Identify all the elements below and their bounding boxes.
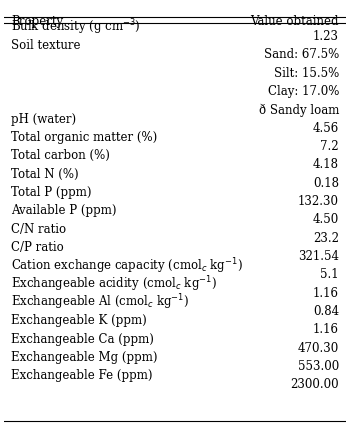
Text: 2300.00: 2300.00 xyxy=(290,378,339,391)
Text: 1.16: 1.16 xyxy=(313,287,339,300)
Text: 470.30: 470.30 xyxy=(298,342,339,355)
Text: Sand: 67.5%: Sand: 67.5% xyxy=(264,48,339,61)
Text: Value obtained: Value obtained xyxy=(251,15,339,28)
Text: Bulk density (g cm$^{-3}$): Bulk density (g cm$^{-3}$) xyxy=(11,18,141,37)
Text: Exchangeable acidity (cmol$_c$ kg$^{-1}$): Exchangeable acidity (cmol$_c$ kg$^{-1}$… xyxy=(11,274,217,294)
Text: Cation exchange capacity (cmol$_c$ kg$^{-1}$): Cation exchange capacity (cmol$_c$ kg$^{… xyxy=(11,256,243,276)
Text: 4.56: 4.56 xyxy=(313,122,339,135)
Text: Soil texture: Soil texture xyxy=(11,39,80,52)
Text: C/P ratio: C/P ratio xyxy=(11,241,64,254)
Text: 1.16: 1.16 xyxy=(313,323,339,337)
Text: 553.00: 553.00 xyxy=(298,360,339,373)
Text: 7.2: 7.2 xyxy=(320,140,339,153)
Text: Exchangeable K (ppm): Exchangeable K (ppm) xyxy=(11,314,147,327)
Text: Silt: 15.5%: Silt: 15.5% xyxy=(274,67,339,80)
Text: 23.2: 23.2 xyxy=(313,232,339,245)
Text: Total N (%): Total N (%) xyxy=(11,168,79,181)
Text: C/N ratio: C/N ratio xyxy=(11,222,66,235)
Text: 132.30: 132.30 xyxy=(298,195,339,208)
Text: Total carbon (%): Total carbon (%) xyxy=(11,149,110,162)
Text: 0.18: 0.18 xyxy=(313,177,339,190)
Text: 4.18: 4.18 xyxy=(313,159,339,172)
Text: 4.50: 4.50 xyxy=(313,213,339,226)
Text: Total P (ppm): Total P (ppm) xyxy=(11,186,91,199)
Text: ð Sandy loam: ð Sandy loam xyxy=(259,103,339,117)
Text: 321.54: 321.54 xyxy=(298,250,339,263)
Text: Exchangeable Ca (ppm): Exchangeable Ca (ppm) xyxy=(11,333,154,346)
Text: 0.84: 0.84 xyxy=(313,305,339,318)
Text: Exchangeable Al (cmol$_c$ kg$^{-1}$): Exchangeable Al (cmol$_c$ kg$^{-1}$) xyxy=(11,292,189,312)
Text: 1.23: 1.23 xyxy=(313,30,339,43)
Text: 5.1: 5.1 xyxy=(320,268,339,281)
Text: Available P (ppm): Available P (ppm) xyxy=(11,204,117,217)
Text: Clay: 17.0%: Clay: 17.0% xyxy=(268,85,339,98)
Text: Total organic matter (%): Total organic matter (%) xyxy=(11,131,157,144)
Text: Exchangeable Fe (ppm): Exchangeable Fe (ppm) xyxy=(11,369,153,382)
Text: pH (water): pH (water) xyxy=(11,113,76,126)
Text: Property: Property xyxy=(11,15,63,28)
Text: Exchangeable Mg (ppm): Exchangeable Mg (ppm) xyxy=(11,351,158,364)
